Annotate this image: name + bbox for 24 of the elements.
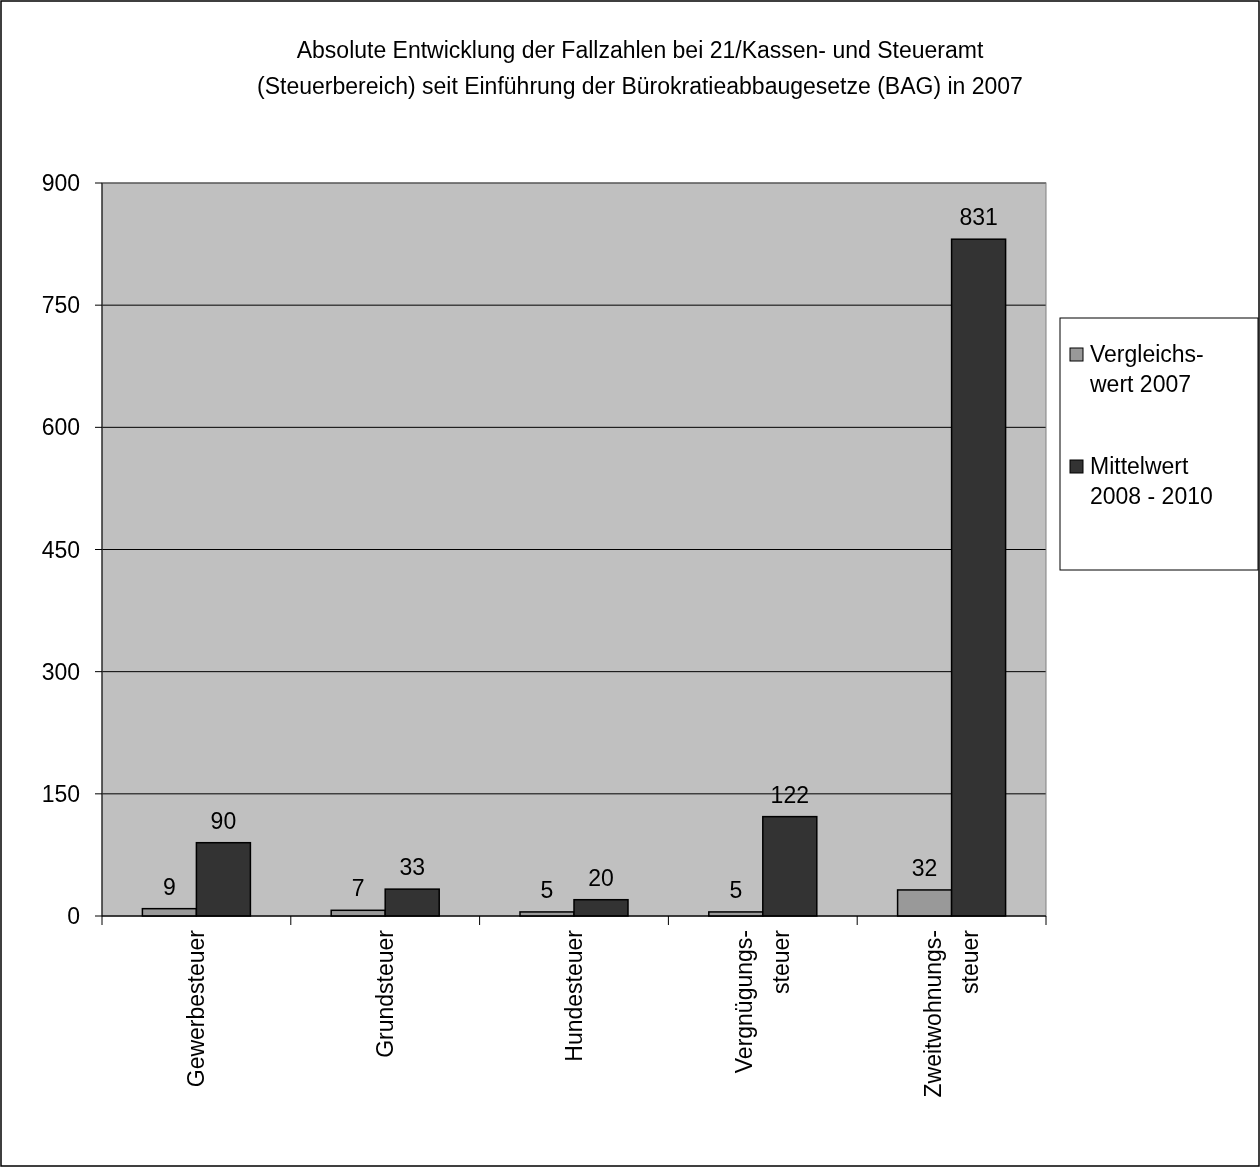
x-tick-label: Vergnügungs- steuer (731, 929, 795, 1074)
chart-title: Absolute Entwicklung der Fallzahlen bei 21/Kassen- und Steueramt (Steuerbereich) seit Einführung der Bürokratieabbaugesetze (BAG) in 2007 (257, 37, 1023, 99)
y-tick-label: 600 (41, 414, 80, 441)
x-tick-label: Gewerbesteuer (183, 929, 210, 1088)
legend-label: Mittelwert 2008 - 2010 (1090, 453, 1213, 509)
x-tick-label: Hundesteuer (561, 929, 587, 1062)
legend-label: Vergleichs- wert 2007 (1089, 341, 1204, 397)
data-label: 32 (911, 854, 938, 881)
data-label: 5 (540, 876, 554, 903)
data-label: 20 (588, 864, 614, 891)
x-tick-label: Grundsteuer (372, 929, 399, 1058)
data-label: 7 (351, 875, 365, 902)
data-label: 831 (959, 204, 998, 231)
y-tick-label: 300 (41, 658, 80, 685)
data-label: 90 (210, 807, 237, 834)
x-tick-label: Zweitwohnungs- steuer (920, 929, 984, 1098)
data-label: 9 (163, 873, 176, 900)
y-tick-label: 900 (41, 170, 80, 196)
y-tick-label: 750 (41, 292, 80, 319)
data-label: 5 (729, 876, 743, 903)
y-tick-label: 150 (41, 780, 80, 807)
data-label: 33 (399, 854, 425, 881)
y-tick-label: 450 (41, 536, 80, 563)
y-tick-label: 0 (67, 903, 80, 929)
